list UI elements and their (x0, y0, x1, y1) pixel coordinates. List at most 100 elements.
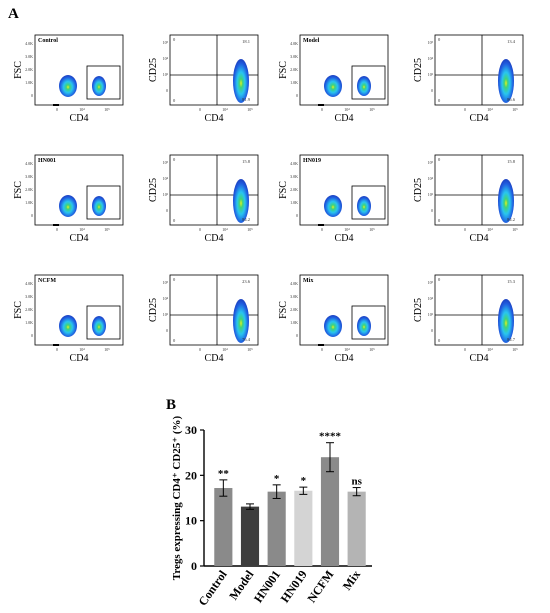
panel-b-label: B (166, 397, 176, 413)
cd4-positive-density (92, 76, 106, 96)
x-category-label: HN019 (278, 568, 310, 606)
cd4-negative-density (324, 75, 342, 97)
cd4-tick-label: 10⁵ (247, 347, 253, 352)
x-category-label: HN001 (251, 568, 283, 606)
cd4-tick-label: 10⁵ (247, 227, 253, 232)
fsc-tick-label: 0 (296, 93, 298, 98)
axis-marker (318, 104, 324, 106)
quadrant-top-value: 15.8 (507, 159, 516, 164)
fsc-tick-label: 2.0K (25, 67, 33, 72)
quadrant-q1-zero: 0 (438, 37, 441, 42)
cd4-tick-label: 0 (464, 227, 466, 232)
cd4-tick-label: 0 (199, 227, 201, 232)
cd4-tick-label: 10⁴ (487, 107, 493, 112)
cd4-tick-label: 10⁴ (487, 347, 493, 352)
cd4-tick-label: 10⁴ (79, 227, 85, 232)
cd4-gate (351, 185, 386, 220)
significance-label: * (301, 475, 307, 487)
quadrant-top-value: 23.6 (242, 279, 251, 284)
fsc-tick-label: 2.0K (25, 187, 33, 192)
axis-marker (53, 104, 59, 106)
fsc-tick-label: 0 (296, 333, 298, 338)
quad-x-label: CD4 (205, 353, 224, 364)
quad-x-label: CD4 (205, 113, 224, 124)
y-tick-label: 10 (185, 514, 197, 528)
cd25-tick-label: 10⁴ (163, 56, 169, 61)
fsc-tick-label: 1.0K (290, 80, 298, 85)
fsc-tick-label: 0 (296, 213, 298, 218)
cd4-gate (86, 305, 121, 340)
fsc-tick-label: 4.0K (290, 41, 298, 46)
cd25-tick-label: 10⁵ (428, 280, 434, 285)
fsc-tick-label: 3.0K (290, 174, 298, 179)
fsc-tick-label: 2.0K (290, 307, 298, 312)
group-name: HN019 (303, 158, 321, 164)
group-name: HN001 (38, 158, 56, 164)
fsc-tick-label: 4.0K (25, 281, 33, 286)
gate-y-label: FSC (13, 61, 24, 79)
group-name: Model (303, 38, 320, 44)
quadrant-q1-zero: 0 (173, 37, 176, 42)
gate-y-label: FSC (13, 181, 24, 199)
quadrant-q4-zero: 0 (438, 98, 441, 103)
cd25-tick-label: 0 (431, 208, 433, 213)
significance-label: ns (351, 476, 362, 488)
cd4-negative-density (324, 315, 342, 337)
cd25-tick-label: 10⁵ (163, 160, 169, 165)
cd4-negative-density (324, 195, 342, 217)
gate-y-label: FSC (278, 181, 289, 199)
fsc-tick-label: 3.0K (25, 174, 33, 179)
fsc-tick-label: 1.0K (25, 80, 33, 85)
cd4-tick-label: 0 (321, 227, 323, 232)
cd25-tick-label: 10³ (163, 312, 169, 317)
fsc-tick-label: 3.0K (25, 54, 33, 59)
quadrant-q4-zero: 0 (438, 218, 441, 223)
quadrant-q1-zero: 0 (173, 277, 176, 282)
cd4-positive-density (357, 316, 371, 336)
quadrant-q1-zero: 0 (438, 277, 441, 282)
gate-x-label: CD4 (335, 353, 354, 364)
cd4-tick-label: 10⁴ (222, 227, 228, 232)
cd25-tick-label: 10⁴ (428, 176, 434, 181)
quadrant-bottom-value: 76.4 (242, 337, 251, 342)
cd25-tick-label: 10³ (163, 192, 169, 197)
fsc-tick-label: 0 (31, 213, 33, 218)
x-category-label: Control (196, 567, 231, 608)
gate-plot-frame (34, 154, 124, 226)
quad-x-label: CD4 (205, 233, 224, 244)
cd4-tick-label: 0 (321, 347, 323, 352)
cd4-gate (351, 65, 386, 100)
fsc-tick-label: 4.0K (290, 281, 298, 286)
quadrant-q4-zero: 0 (438, 338, 441, 343)
fsc-tick-label: 0 (31, 93, 33, 98)
y-tick-label: 20 (185, 468, 197, 482)
group-name: Mix (303, 278, 313, 284)
cd4-cd25-density (233, 59, 249, 103)
gate-x-label: CD4 (335, 233, 354, 244)
gate-plot-frame (299, 34, 389, 106)
quadrant-top-value: 13.4 (507, 39, 516, 44)
quad-y-label: CD25 (148, 58, 159, 82)
y-tick-label: 30 (185, 423, 197, 437)
cd4-tick-label: 10⁵ (104, 227, 110, 232)
cd25-tick-label: 10³ (428, 312, 434, 317)
cd25-tick-label: 10⁵ (163, 280, 169, 285)
cd4-tick-label: 10⁵ (512, 347, 518, 352)
fsc-tick-label: 1.0K (25, 320, 33, 325)
fsc-tick-label: 1.0K (25, 200, 33, 205)
significance-label: ** (218, 468, 230, 480)
quadrant-bottom-value: 86.6 (507, 97, 516, 102)
quadrant-bottom-value: 81.9 (242, 97, 251, 102)
x-category-label: Mix (340, 568, 363, 593)
fsc-tick-label: 4.0K (290, 161, 298, 166)
significance-label: * (274, 473, 280, 485)
gate-plot-frame (299, 274, 389, 346)
axis-marker (318, 224, 324, 226)
bar-control (214, 488, 233, 566)
cd4-positive-density (357, 76, 371, 96)
